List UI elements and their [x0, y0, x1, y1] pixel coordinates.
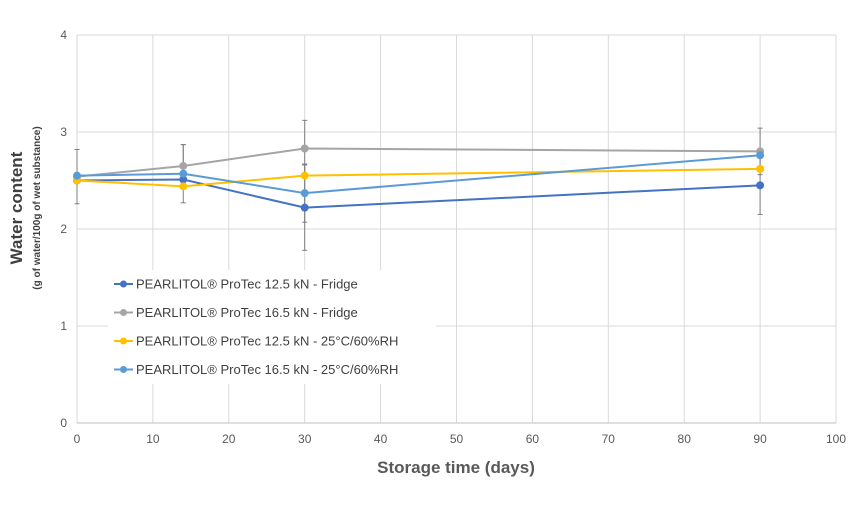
series-line-3 — [76, 167, 761, 188]
x-tick-label: 10 — [146, 432, 160, 446]
data-point — [179, 161, 188, 170]
x-tick-label: 60 — [526, 432, 540, 446]
y-tick-label: 0 — [60, 416, 67, 430]
series-line-1 — [76, 178, 761, 209]
x-tick-label: 80 — [678, 432, 692, 446]
legend-entry-2: PEARLITOL® ProTec 16.5 kN - Fridge — [136, 305, 358, 320]
data-point — [300, 189, 309, 198]
legend: PEARLITOL® ProTec 12.5 kN - Fridge PEARLI… — [108, 270, 436, 384]
y-tick-label: 3 — [60, 125, 67, 139]
x-tick-label: 20 — [222, 432, 236, 446]
y-tick-label: 1 — [60, 319, 67, 333]
x-tick-label: 40 — [374, 432, 388, 446]
legend-swatch-marker — [120, 280, 127, 288]
axes: 0 10 20 30 40 50 60 70 80 90 100 0 1 2 3 4 — [60, 28, 846, 446]
x-tick-label: 30 — [298, 432, 312, 446]
legend-entry-3: PEARLITOL® ProTec 12.5 kN - 25°C/60%RH — [136, 334, 398, 349]
x-tick-label: 90 — [753, 432, 767, 446]
series-line-4 — [76, 154, 761, 195]
data-point — [73, 171, 81, 180]
legend-entry-4: PEARLITOL® ProTec 16.5 kN - 25°C/60%RH — [136, 362, 398, 377]
data-point — [300, 203, 309, 212]
series-line-2 — [76, 147, 761, 178]
data-point — [756, 181, 765, 190]
x-tick-label: 100 — [826, 432, 846, 446]
x-axis-label: Storage time (days) — [377, 458, 535, 477]
data-point — [179, 169, 188, 178]
data-point — [179, 182, 188, 191]
legend-swatch-marker — [120, 309, 127, 316]
data-point — [756, 164, 765, 173]
data-point — [756, 151, 765, 160]
legend-box — [108, 270, 436, 384]
x-tick-label: 70 — [602, 432, 616, 446]
data-point — [300, 144, 309, 153]
y-axis-label: Water content — [7, 151, 26, 264]
y-tick-label: 2 — [60, 222, 67, 236]
series-markers — [73, 144, 765, 212]
x-tick-label: 0 — [74, 432, 81, 446]
series-lines — [76, 147, 761, 209]
legend-swatch-marker — [120, 366, 127, 373]
x-tick-label: 50 — [450, 432, 464, 446]
y-axis-sublabel: (g of water/100g of wet substance) — [32, 126, 43, 289]
legend-swatch-marker — [120, 337, 127, 345]
legend-entry-1: PEARLITOL® ProTec 12.5 kN - Fridge — [136, 277, 358, 292]
y-tick-label: 4 — [60, 28, 67, 42]
data-point — [300, 171, 309, 180]
